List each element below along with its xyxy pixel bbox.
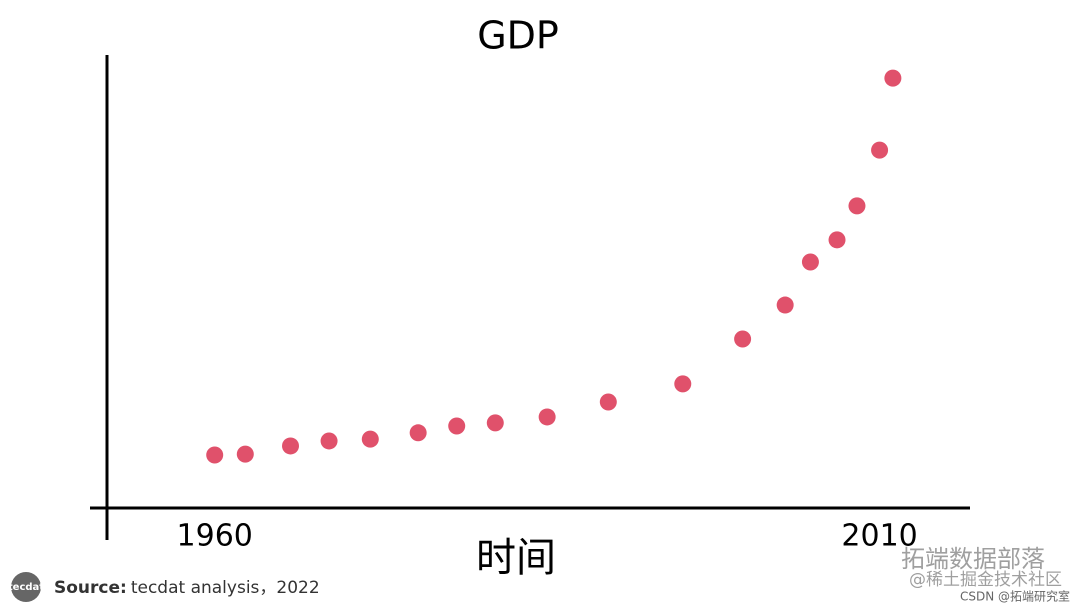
point <box>884 69 902 87</box>
x-tick-label: 1960 <box>177 519 253 554</box>
point <box>674 375 692 393</box>
point <box>538 408 556 426</box>
source-text: tecdat analysis，2022 <box>131 578 320 598</box>
chart-title: GDP <box>477 14 559 58</box>
point <box>320 432 338 450</box>
point <box>361 430 379 448</box>
point <box>871 141 889 159</box>
watermark: CSDN @拓端研究室 <box>960 589 1070 604</box>
logo-badge <box>11 572 41 602</box>
source-label: Source: <box>54 578 127 598</box>
point <box>828 231 846 249</box>
watermark: @稀土掘金技术社区 <box>909 570 1062 590</box>
point <box>848 197 866 215</box>
point <box>236 445 254 463</box>
point <box>801 253 819 271</box>
x-axis-title: 时间 <box>476 535 556 581</box>
point <box>776 296 794 314</box>
point <box>599 393 617 411</box>
logo: tecdat <box>8 582 44 593</box>
point <box>206 446 224 464</box>
source: Source: tecdat analysis，2022 <box>54 578 320 598</box>
x-tick-label: 2010 <box>841 519 917 554</box>
point <box>734 330 752 348</box>
point <box>448 417 466 435</box>
point <box>409 424 427 442</box>
point <box>282 437 300 455</box>
watermark: 拓端数据部落 <box>901 545 1045 573</box>
point <box>486 414 504 432</box>
